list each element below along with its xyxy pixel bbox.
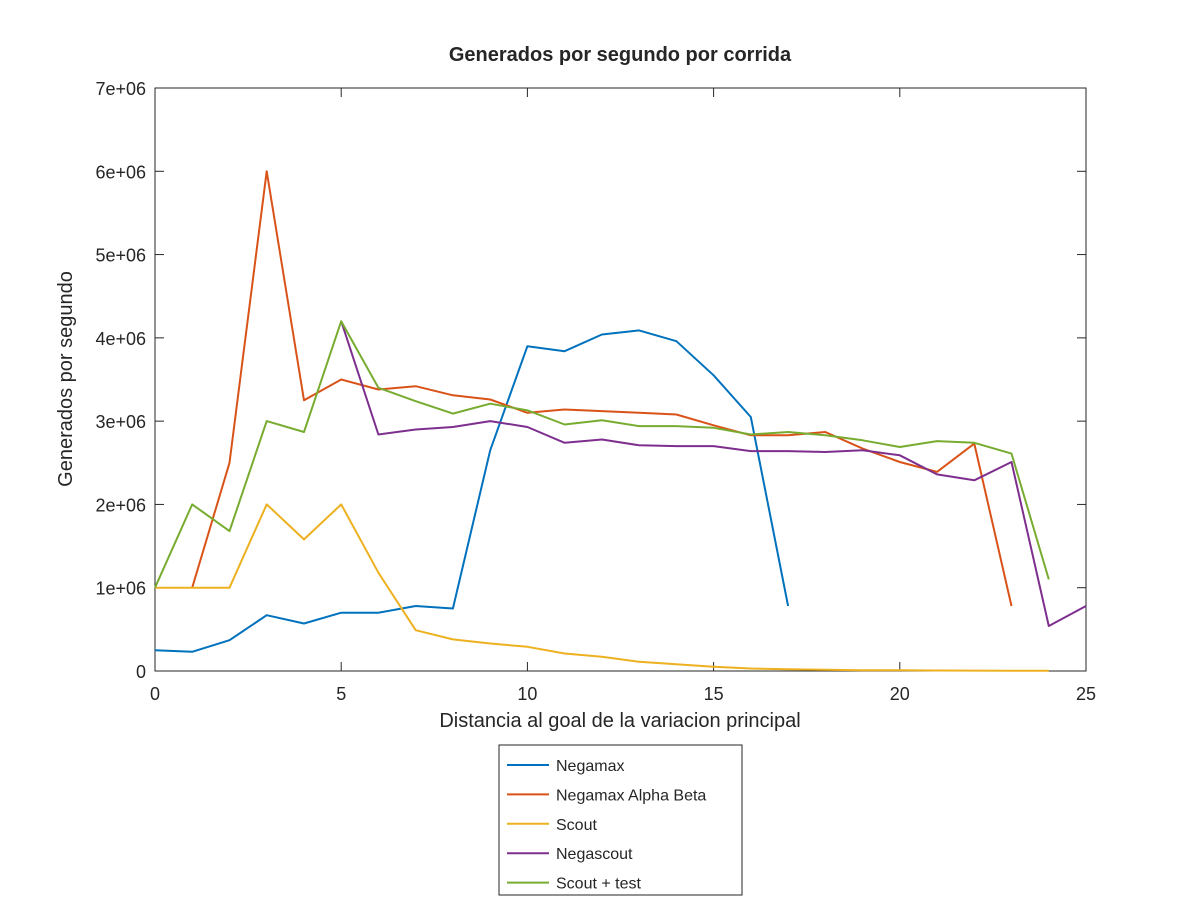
chart-title: Generados por segundo por corrida xyxy=(449,44,792,66)
legend-box xyxy=(498,744,743,896)
legend-label: Scout xyxy=(556,817,597,834)
series-line-negamax-alpha-beta xyxy=(191,170,1013,607)
legend-label: Scout + test xyxy=(556,876,641,893)
y-tick-label: 7e+06 xyxy=(95,79,146,99)
y-tick-label: 1e+06 xyxy=(95,579,146,599)
y-tick-label: 6e+06 xyxy=(95,162,146,182)
series-line-negamax xyxy=(154,329,790,653)
y-axis-label: Generados por segundo xyxy=(55,271,77,487)
series-line-scout-test xyxy=(154,320,1050,589)
series-line-negascout xyxy=(340,320,1087,627)
plot-area: 0 5 10 15 20 25 0 1e+06 2e+06 3e+06 4e+06 5e+06 6e+0… xyxy=(95,79,1096,704)
x-axis-label: Distancia al goal de la variacion princi… xyxy=(439,710,800,732)
x-tick-label: 15 xyxy=(704,684,724,704)
y-tick-label: 2e+06 xyxy=(95,495,146,515)
legend-label: Negamax Alpha Beta xyxy=(556,787,706,804)
y-tick-label: 5e+06 xyxy=(95,246,146,266)
x-tick-label: 10 xyxy=(517,684,537,704)
x-tick-label: 0 xyxy=(150,684,160,704)
y-tick-label: 0 xyxy=(136,662,146,682)
plot-box xyxy=(154,87,1087,672)
x-tick-label: 20 xyxy=(890,684,910,704)
x-tick-label: 25 xyxy=(1076,684,1096,704)
legend-label: Negamax xyxy=(556,758,624,775)
y-tick-label: 4e+06 xyxy=(95,329,146,349)
y-tick-label: 3e+06 xyxy=(95,412,146,432)
legend: Negamax Negamax Alpha Beta Scout Negascout S… xyxy=(498,744,743,896)
series-line-scout xyxy=(155,503,1049,672)
x-tick-label: 5 xyxy=(336,684,346,704)
legend-label: Negascout xyxy=(556,846,633,863)
